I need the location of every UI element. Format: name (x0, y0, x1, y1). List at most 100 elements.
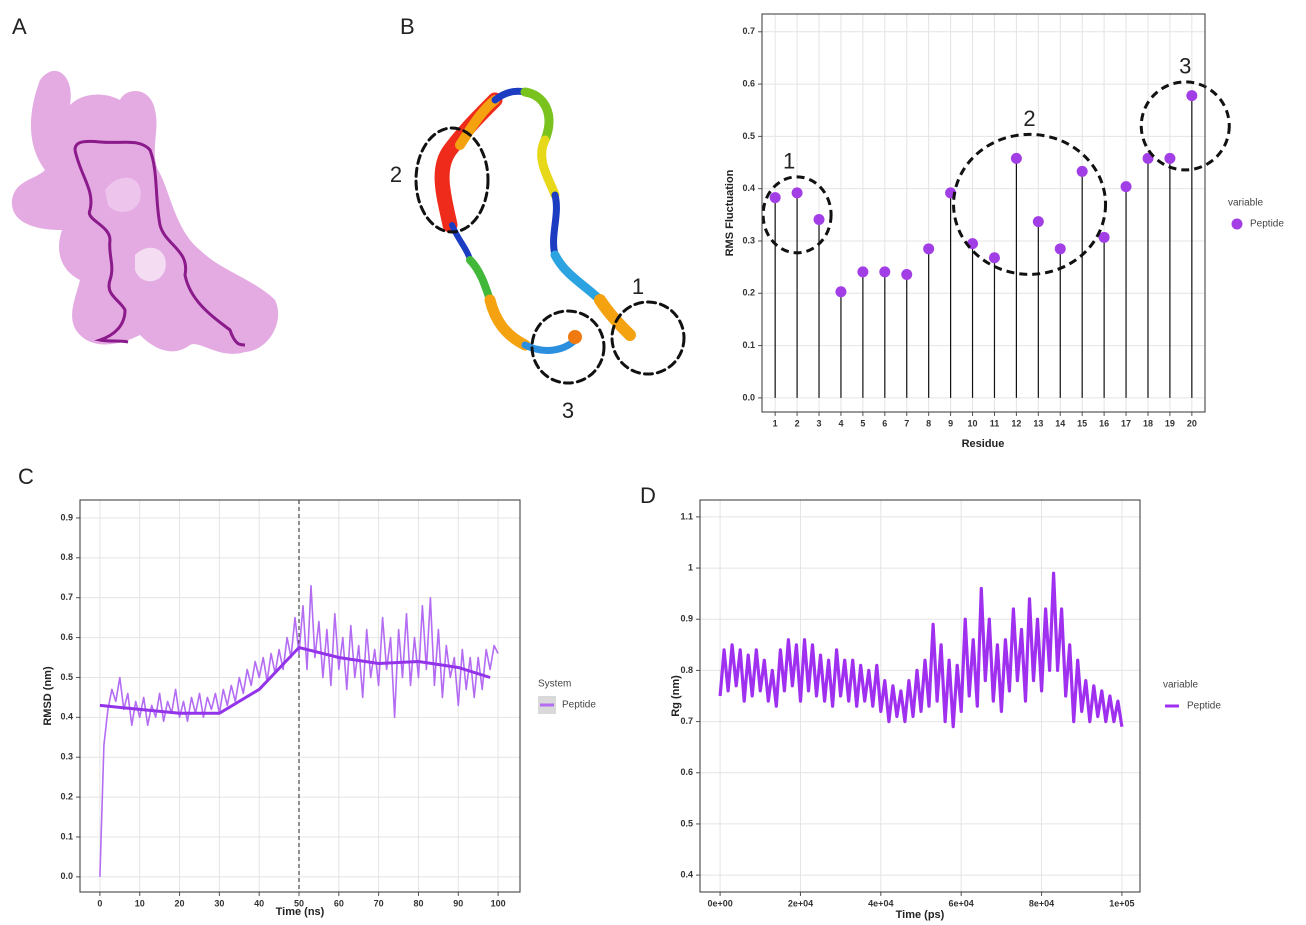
y-tick-label: 0.8 (680, 665, 693, 675)
annotation-label: 1 (783, 149, 795, 174)
x-tick-label: 2e+04 (788, 898, 813, 908)
y-tick-label: 0.9 (680, 614, 693, 624)
point (857, 266, 868, 277)
y-tick-label: 0.6 (60, 632, 73, 642)
x-tick-label: 8e+04 (1029, 898, 1054, 908)
x-tick-label: 6 (882, 418, 887, 428)
x-tick-label: 16 (1099, 418, 1109, 428)
legend-label: Peptide (562, 700, 596, 711)
y-tick-label: 0.1 (742, 340, 755, 350)
x-tick-label: 90 (453, 898, 463, 908)
surface-structure (12, 71, 278, 354)
x-tick-label: 2 (795, 418, 800, 428)
point (1011, 153, 1022, 164)
y-axis-title: RMS Fluctuation (724, 169, 736, 256)
x-tick-label: 14 (1055, 418, 1065, 428)
x-tick-label: 60 (334, 898, 344, 908)
x-axis-title: Time (ns) (276, 906, 325, 918)
point (923, 243, 934, 254)
structure-annotation: 3 (562, 398, 574, 423)
point (1055, 243, 1066, 254)
y-tick-label: 0.0 (60, 871, 73, 881)
y-tick-label: 0.1 (60, 831, 73, 841)
point (1033, 216, 1044, 227)
point (814, 214, 825, 225)
legend-title: variable (1163, 680, 1198, 691)
figure: A B C D 1 2 3 0.00.10.20.30.40.50.60.712… (0, 0, 1306, 925)
x-tick-label: 10 (968, 418, 978, 428)
point (901, 269, 912, 280)
y-tick-label: 0.5 (742, 131, 755, 141)
x-tick-label: 4e+04 (868, 898, 893, 908)
x-tick-label: 17 (1121, 418, 1131, 428)
y-tick-label: 0.2 (60, 791, 73, 801)
y-tick-label: 0.3 (60, 752, 73, 762)
ribbon-structure (416, 91, 684, 383)
legend-label: Peptide (1250, 219, 1284, 230)
panel-label: C (18, 464, 34, 489)
y-axis-title: RMSD (nm) (42, 666, 54, 726)
x-tick-label: 1e+05 (1109, 898, 1134, 908)
chart: 0.00.10.20.30.40.50.60.70.80.90102030405… (42, 500, 596, 918)
legend-label: Peptide (1187, 701, 1221, 712)
point (792, 187, 803, 198)
plot-area (762, 14, 1205, 412)
y-tick-label: 0.4 (742, 183, 755, 193)
x-tick-label: 3 (817, 418, 822, 428)
legend-title: System (538, 679, 571, 690)
x-tick-label: 80 (413, 898, 423, 908)
y-tick-label: 0.7 (742, 26, 755, 36)
x-tick-label: 11 (990, 418, 1000, 428)
y-tick-label: 0.6 (742, 78, 755, 88)
legend-symbol (1232, 219, 1243, 230)
x-tick-label: 13 (1033, 418, 1043, 428)
point (1121, 181, 1132, 192)
x-tick-label: 0 (97, 898, 102, 908)
y-tick-label: 0.0 (742, 392, 755, 402)
x-tick-label: 20 (175, 898, 185, 908)
x-tick-label: 15 (1077, 418, 1087, 428)
x-tick-label: 30 (214, 898, 224, 908)
x-tick-label: 100 (491, 898, 506, 908)
point (1164, 153, 1175, 164)
legend-title: variable (1228, 198, 1263, 209)
plot-area (80, 500, 520, 892)
x-tick-label: 18 (1143, 418, 1153, 428)
x-tick-label: 20 (1187, 418, 1197, 428)
annotation-label: 3 (1179, 54, 1191, 79)
x-tick-label: 4 (838, 418, 843, 428)
x-tick-label: 19 (1165, 418, 1175, 428)
x-tick-label: 8 (926, 418, 931, 428)
x-tick-label: 0e+00 (707, 898, 732, 908)
x-tick-label: 1 (773, 418, 778, 428)
x-tick-label: 40 (254, 898, 264, 908)
x-tick-label: 5 (860, 418, 865, 428)
point (770, 192, 781, 203)
x-axis-title: Time (ps) (896, 909, 945, 921)
panel-label: D (640, 483, 656, 508)
y-tick-label: 0.2 (742, 288, 755, 298)
x-tick-label: 6e+04 (949, 898, 974, 908)
y-axis-title: Rg (nm) (670, 675, 682, 717)
structure-annotation: 2 (390, 162, 402, 187)
panel-label: A (12, 14, 27, 39)
y-tick-label: 0.9 (60, 512, 73, 522)
y-tick-label: 0.4 (680, 869, 693, 879)
y-tick-label: 0.7 (680, 716, 693, 726)
point (1186, 90, 1197, 101)
x-tick-label: 12 (1011, 418, 1021, 428)
x-tick-label: 70 (374, 898, 384, 908)
y-tick-label: 0.7 (60, 592, 73, 602)
x-tick-label: 7 (904, 418, 909, 428)
y-tick-label: 1.1 (680, 511, 693, 521)
annotation-label: 2 (1023, 106, 1035, 131)
structure-annotation: 1 (632, 274, 644, 299)
y-tick-label: 0.3 (742, 235, 755, 245)
point (989, 252, 1000, 263)
y-tick-label: 0.5 (60, 672, 73, 682)
x-tick-label: 9 (948, 418, 953, 428)
point (879, 266, 890, 277)
x-axis-title: Residue (962, 438, 1005, 450)
